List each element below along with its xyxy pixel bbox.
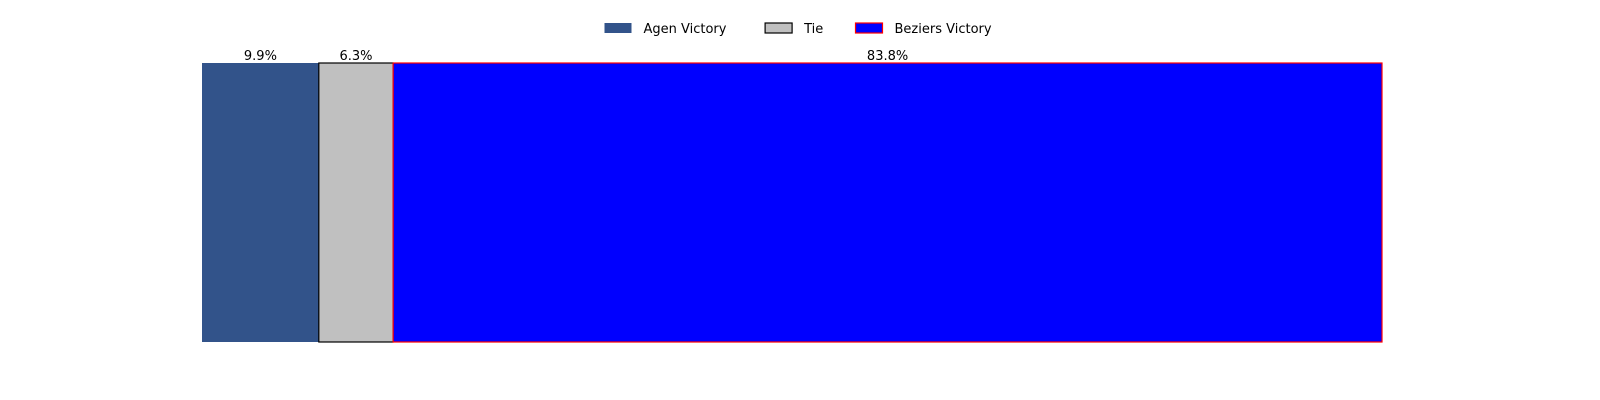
bar-group	[202, 62, 1383, 343]
legend-item-tie: Tie	[764, 22, 823, 37]
legend-item-agen-victory: Agen Victory	[604, 22, 727, 37]
bar-tie	[318, 62, 394, 343]
legend: Agen Victory Tie Beziers Victory	[604, 22, 992, 37]
bar-agen-victory	[202, 63, 319, 342]
legend-swatch-agen-victory	[604, 23, 632, 33]
legend-item-beziers-victory: Beziers Victory	[854, 22, 992, 37]
data-label-tie: 6.3%	[339, 49, 372, 64]
data-label-beziers-victory: 83.8%	[867, 49, 908, 64]
legend-swatch-beziers-victory	[854, 22, 884, 34]
legend-label-beziers-victory: Beziers Victory	[895, 22, 992, 37]
data-label-agen-victory: 9.9%	[244, 49, 277, 64]
data-label-group: 9.9% 6.3% 83.8%	[244, 49, 908, 64]
legend-label-agen-victory: Agen Victory	[644, 22, 727, 37]
legend-swatch-tie	[764, 22, 793, 34]
legend-label-tie: Tie	[803, 22, 823, 37]
bar-beziers-victory	[392, 62, 1383, 343]
